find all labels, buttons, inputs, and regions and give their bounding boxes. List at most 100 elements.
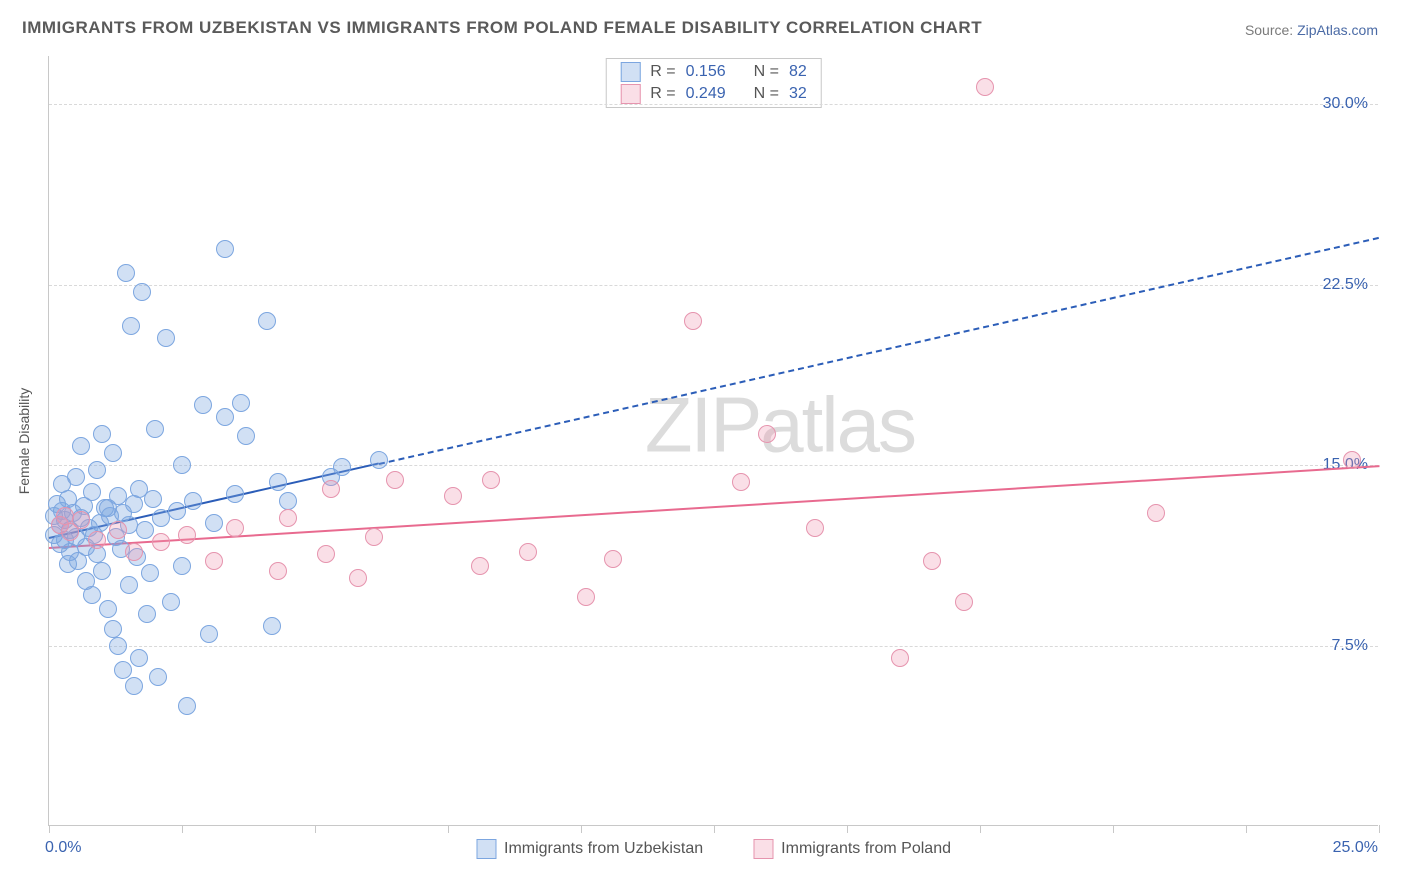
- y-axis-title: Female Disability: [16, 387, 32, 494]
- legend-n-label: N =: [754, 63, 779, 81]
- data-point-poland: [178, 526, 196, 544]
- y-tick-label: 22.5%: [1323, 276, 1368, 294]
- plot-area: Female Disability ZIPatlas R =0.156N =82…: [48, 56, 1378, 826]
- data-point-poland: [269, 562, 287, 580]
- data-point-uzbekistan: [173, 456, 191, 474]
- data-point-poland: [317, 545, 335, 563]
- legend-r-label: R =: [650, 85, 675, 103]
- data-point-uzbekistan: [83, 483, 101, 501]
- data-point-uzbekistan: [133, 283, 151, 301]
- data-point-uzbekistan: [226, 485, 244, 503]
- legend-correlation-box: R =0.156N =82R =0.249N =32: [605, 58, 822, 108]
- data-point-uzbekistan: [184, 492, 202, 510]
- data-point-uzbekistan: [83, 586, 101, 604]
- x-tick: [980, 825, 981, 833]
- data-point-uzbekistan: [122, 317, 140, 335]
- data-point-uzbekistan: [104, 444, 122, 462]
- data-point-uzbekistan: [136, 521, 154, 539]
- gridline: [49, 104, 1378, 105]
- chart-title: IMMIGRANTS FROM UZBEKISTAN VS IMMIGRANTS…: [22, 18, 982, 38]
- legend-item-poland: Immigrants from Poland: [753, 839, 951, 859]
- legend-label-uzbekistan: Immigrants from Uzbekistan: [504, 840, 703, 858]
- y-tick-label: 30.0%: [1323, 95, 1368, 113]
- data-point-uzbekistan: [146, 420, 164, 438]
- data-point-uzbekistan: [104, 620, 122, 638]
- legend-r-label: R =: [650, 63, 675, 81]
- legend-n-label: N =: [754, 85, 779, 103]
- data-point-uzbekistan: [269, 473, 287, 491]
- data-point-uzbekistan: [200, 625, 218, 643]
- data-point-poland: [976, 78, 994, 96]
- data-point-poland: [471, 557, 489, 575]
- data-point-uzbekistan: [125, 677, 143, 695]
- source-label: Source:: [1245, 22, 1297, 38]
- data-point-uzbekistan: [117, 264, 135, 282]
- data-point-uzbekistan: [88, 461, 106, 479]
- data-point-poland: [732, 473, 750, 491]
- legend-item-uzbekistan: Immigrants from Uzbekistan: [476, 839, 703, 859]
- data-point-uzbekistan: [99, 600, 117, 618]
- data-point-poland: [365, 528, 383, 546]
- data-point-uzbekistan: [130, 649, 148, 667]
- data-point-poland: [152, 533, 170, 551]
- data-point-uzbekistan: [205, 514, 223, 532]
- x-tick: [847, 825, 848, 833]
- legend-row-poland: R =0.249N =32: [606, 83, 821, 105]
- data-point-poland: [891, 649, 909, 667]
- data-point-uzbekistan: [168, 502, 186, 520]
- legend-swatch-poland: [620, 84, 640, 104]
- x-tick: [315, 825, 316, 833]
- data-point-uzbekistan: [138, 605, 156, 623]
- x-axis-max-label: 25.0%: [1333, 839, 1378, 857]
- data-point-poland: [758, 425, 776, 443]
- legend-row-uzbekistan: R =0.156N =82: [606, 61, 821, 83]
- legend-n-value: 32: [789, 85, 807, 103]
- data-point-poland: [205, 552, 223, 570]
- data-point-poland: [577, 588, 595, 606]
- data-point-uzbekistan: [149, 668, 167, 686]
- data-point-uzbekistan: [216, 408, 234, 426]
- x-tick: [448, 825, 449, 833]
- data-point-poland: [322, 480, 340, 498]
- data-point-poland: [684, 312, 702, 330]
- trend-line-poland: [49, 465, 1379, 549]
- data-point-uzbekistan: [279, 492, 297, 510]
- data-point-poland: [109, 521, 127, 539]
- data-point-uzbekistan: [93, 425, 111, 443]
- data-point-uzbekistan: [237, 427, 255, 445]
- x-tick: [1246, 825, 1247, 833]
- legend-series: Immigrants from Uzbekistan Immigrants fro…: [476, 839, 951, 859]
- gridline: [49, 646, 1378, 647]
- data-point-uzbekistan: [194, 396, 212, 414]
- legend-swatch-uzbekistan: [476, 839, 496, 859]
- legend-swatch-uzbekistan: [620, 62, 640, 82]
- source-link[interactable]: ZipAtlas.com: [1297, 22, 1378, 38]
- data-point-poland: [482, 471, 500, 489]
- x-tick: [1113, 825, 1114, 833]
- x-tick: [182, 825, 183, 833]
- gridline: [49, 285, 1378, 286]
- y-tick-label: 7.5%: [1332, 637, 1368, 655]
- watermark-bold: ZIP: [645, 381, 760, 469]
- data-point-uzbekistan: [216, 240, 234, 258]
- x-tick: [714, 825, 715, 833]
- trend-line-uzbekistan-dashed: [379, 236, 1380, 464]
- x-tick: [581, 825, 582, 833]
- data-point-poland: [1147, 504, 1165, 522]
- data-point-poland: [1343, 451, 1361, 469]
- data-point-poland: [604, 550, 622, 568]
- data-point-uzbekistan: [333, 458, 351, 476]
- data-point-uzbekistan: [120, 576, 138, 594]
- data-point-uzbekistan: [109, 637, 127, 655]
- data-point-uzbekistan: [173, 557, 191, 575]
- data-point-poland: [226, 519, 244, 537]
- data-point-poland: [386, 471, 404, 489]
- gridline: [49, 465, 1378, 466]
- legend-label-poland: Immigrants from Poland: [781, 840, 951, 858]
- data-point-poland: [444, 487, 462, 505]
- data-point-uzbekistan: [263, 617, 281, 635]
- legend-r-value: 0.156: [686, 63, 726, 81]
- data-point-uzbekistan: [72, 437, 90, 455]
- data-point-poland: [519, 543, 537, 561]
- x-axis-min-label: 0.0%: [45, 839, 81, 857]
